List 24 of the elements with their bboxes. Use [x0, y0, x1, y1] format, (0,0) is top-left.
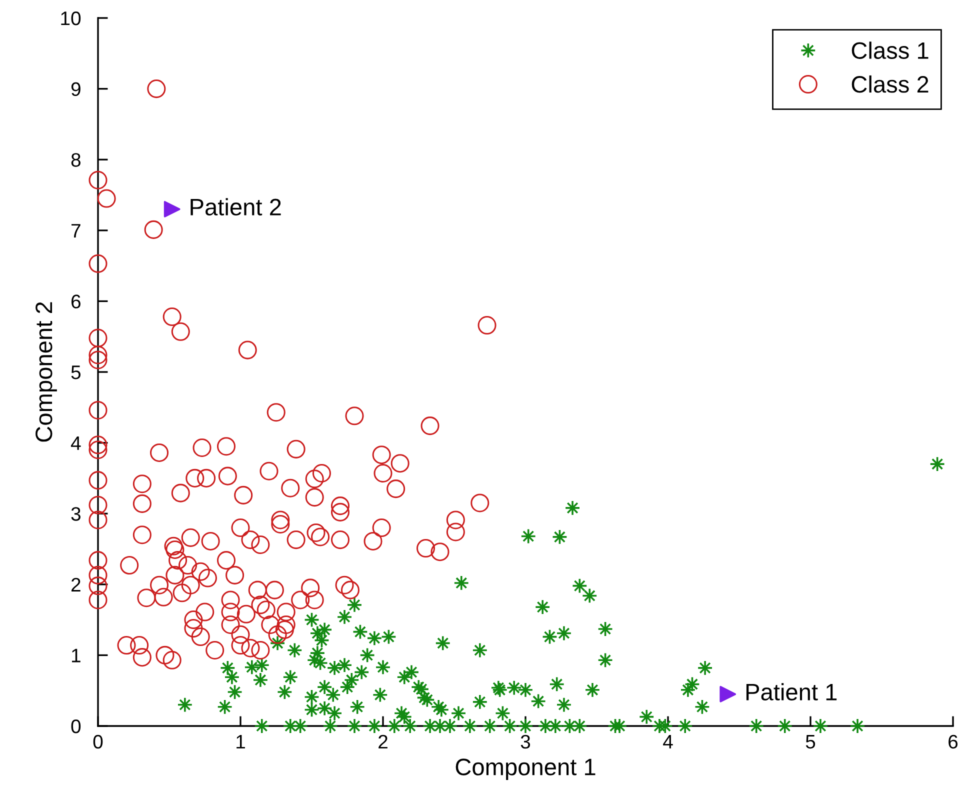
legend-label: Class 2: [852, 75, 928, 93]
x-axis-title: Component 1: [456, 758, 596, 780]
x-tick-label: 5: [806, 735, 816, 749]
y-tick-label: 4: [70, 436, 81, 450]
y-tick-label: 7: [72, 224, 80, 238]
y-tick-label: 6: [72, 294, 80, 308]
x-tick-label: 1: [236, 735, 245, 748]
y-tick-label: 3: [71, 507, 80, 521]
y-axis-title: Component 2: [36, 302, 57, 442]
y-tick-label: 2: [72, 578, 80, 592]
x-tick-label: 0: [93, 734, 103, 749]
y-tick-label: 8: [71, 153, 80, 167]
y-tick-label: 10: [61, 11, 81, 26]
annotation: Patient 2: [190, 198, 281, 216]
legend-label: Class 1: [852, 42, 928, 59]
x-tick-label: 4: [663, 735, 673, 748]
annotation: Patient 1: [746, 683, 837, 700]
y-tick-label: 9: [71, 82, 80, 96]
x-tick-label: 3: [520, 734, 530, 749]
y-tick-label: 1: [72, 648, 80, 662]
x-tick-label: 6: [948, 734, 958, 749]
x-tick-label: 2: [378, 734, 388, 748]
y-tick-label: 5: [71, 366, 81, 380]
y-tick-label: 0: [71, 719, 81, 734]
